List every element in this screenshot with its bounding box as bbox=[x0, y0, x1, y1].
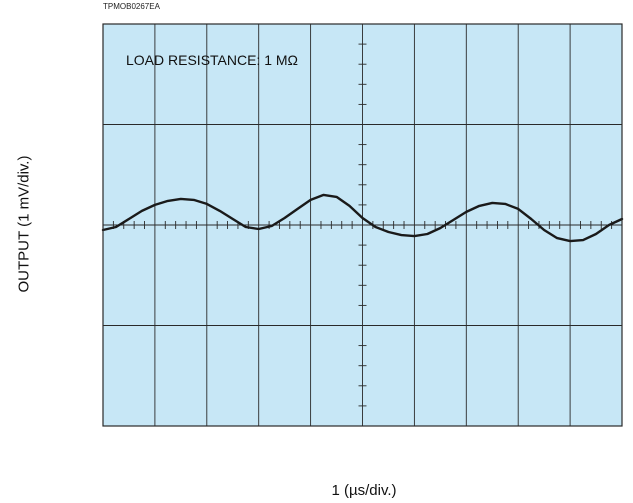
x-axis-label: 1 (µs/div.) bbox=[331, 482, 397, 499]
y-axis-label: OUTPUT (1 mV/div.) bbox=[15, 155, 33, 293]
graticule-ticks bbox=[112, 43, 613, 407]
screen-border bbox=[102, 23, 623, 427]
signal-trace bbox=[101, 193, 624, 243]
load-resistance-annotation: LOAD RESISTANCE: 1 MΩ bbox=[126, 52, 298, 68]
graticule bbox=[103, 24, 622, 426]
figure-code: TPMOB0267EA bbox=[103, 2, 160, 11]
